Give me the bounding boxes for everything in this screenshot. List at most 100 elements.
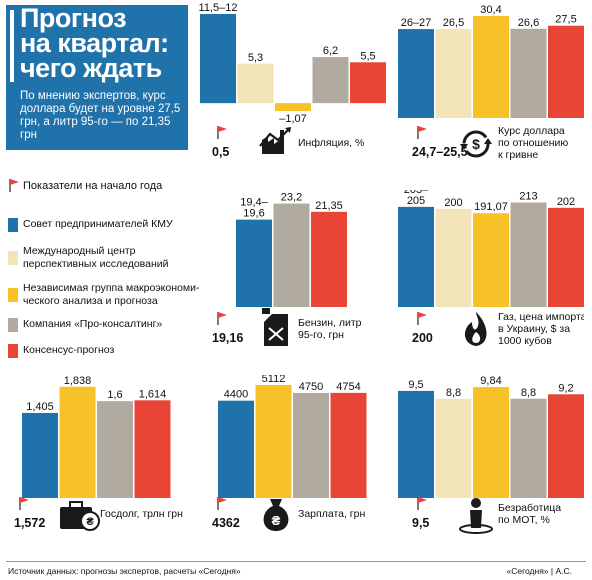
- bar-unemployment-2: [473, 387, 509, 498]
- header-accent-bar: [10, 10, 14, 82]
- legend-label: Консенсус-прогноз: [23, 344, 115, 356]
- legend-label: Независимая группа макроэкономи- ческого…: [23, 282, 200, 307]
- bar-value-label: 4750: [299, 381, 323, 393]
- chart-svg: 4400 5112 4750 4754 4362 ₴ Зарплата, грн: [212, 373, 367, 531]
- bar-usd-0: [398, 29, 434, 119]
- bar-value-label: 202: [557, 196, 575, 208]
- chart-inflation: 11,5–12 5,3 –1,07 6,2 5,5 0,5 Инфляция, %: [198, 0, 388, 192]
- legend-swatch: [8, 318, 18, 332]
- source-note: Источник данных: прогнозы экспертов, рас…: [8, 566, 241, 576]
- chart-title: Безработица по МОТ, %: [498, 502, 561, 526]
- baseline-value: 24,7–25,5: [412, 145, 468, 159]
- chart-svg: 203–205 200 191,07 213 202 200 Газ, цена импор…: [398, 184, 587, 347]
- bar-value-label: 5,5: [360, 50, 375, 62]
- bar-debt-2: [97, 401, 133, 498]
- briefcase-icon: ₴: [60, 501, 100, 531]
- baseline-value: 4362: [212, 516, 240, 530]
- bar-value-label: 8,8: [446, 387, 461, 399]
- bar-value-label: 9,84: [480, 375, 501, 387]
- bar-value-label: 4754: [336, 381, 360, 393]
- chart-svg: 19,4– 19,6 23,2 21,35 19,16 Бензин, литр 95-го…: [212, 192, 362, 346]
- bar-value-label: 1,614: [139, 388, 167, 400]
- chart-svg: 9,5 8,8 9,84 8,8 9,2 9,5 Безработица по МОТ, %: [398, 375, 584, 534]
- svg-text:₴: ₴: [86, 516, 94, 528]
- factory-icon: [259, 127, 291, 154]
- flag-icon: [417, 312, 427, 325]
- bar-value-label: 26,6: [518, 17, 539, 29]
- bar-petrol-2: [311, 211, 347, 307]
- flag-icon: [19, 497, 29, 510]
- gas-flame-icon: [464, 312, 487, 346]
- bar-value-label: 1,405: [26, 401, 54, 413]
- bar-value-label: 1,6: [107, 389, 122, 401]
- legend-swatch: [8, 251, 18, 265]
- svg-text:$: $: [472, 136, 480, 152]
- fuel-can-icon: [262, 308, 288, 346]
- bar-salary-3: [330, 392, 367, 498]
- bar-usd-1: [435, 29, 472, 119]
- bar-salary-1: [255, 384, 292, 498]
- bar-value-label: 23,2: [281, 192, 302, 204]
- currency-exchange-icon: $: [460, 130, 492, 158]
- header-box: Прогноз на квартал: чего ждать По мнению…: [6, 5, 188, 150]
- chart-title: Инфляция, %: [298, 137, 364, 149]
- flag-icon: [417, 497, 427, 510]
- bar-value-label: 200: [444, 197, 462, 209]
- bar-petrol-1: [273, 203, 310, 307]
- bar-value-label: 1,838: [64, 375, 92, 387]
- flag-icon: [217, 126, 227, 139]
- bar-inflation-2: [275, 103, 311, 112]
- baseline-value: 0,5: [212, 145, 229, 159]
- chart-svg: 26–27 26,5 30,4 26,6 27,5 24,7–25,5 $ Курс долл…: [398, 4, 584, 161]
- bar-value-label: 26–27: [401, 17, 432, 29]
- bar-value-label: 26,5: [443, 17, 464, 29]
- legend-start-label: Показатели на начало года: [23, 180, 163, 192]
- baseline-value: 200: [412, 331, 433, 345]
- bar-value-label: 191,07: [474, 201, 508, 213]
- bar-value-label: 5112: [262, 375, 286, 385]
- page-title: Прогноз на квартал: чего ждать: [20, 3, 169, 83]
- baseline-value: 9,5: [412, 516, 429, 530]
- bar-gas-4: [548, 207, 584, 307]
- bar-value-label: 9,5: [408, 379, 423, 391]
- bar-gas-3: [510, 202, 547, 307]
- bar-value-label: 30,4: [480, 4, 501, 16]
- bar-salary-0: [218, 400, 254, 498]
- legend-label: Международный центр перспективных исслед…: [23, 245, 169, 270]
- bar-gas-2: [473, 213, 509, 307]
- bar-petrol-0: [236, 219, 272, 307]
- legend-label: Совет предпринимателей КМУ: [23, 218, 173, 230]
- bar-debt-3: [134, 400, 171, 498]
- bar-inflation-1: [237, 63, 274, 104]
- baseline-value: 1,572: [14, 516, 45, 530]
- chart-title: Курс доллара по отношению к гривне: [498, 125, 568, 161]
- chart-title: Зарплата, грн: [298, 508, 365, 520]
- chart-salary: 4400 5112 4750 4754 4362 ₴ Зарплата, грн: [198, 373, 388, 563]
- bar-value-label: 6,2: [323, 45, 338, 57]
- chart-svg: 1,405 1,838 1,6 1,614 1,572 ₴ Госдолг, трлн гр…: [14, 375, 183, 531]
- bar-debt-0: [22, 412, 58, 498]
- bar-value-label: 27,5: [555, 14, 576, 26]
- bar-gas-0: [398, 206, 434, 307]
- money-bag-icon: ₴: [263, 499, 289, 531]
- bar-inflation-0: [200, 14, 236, 104]
- bar-value-label: 213: [519, 190, 537, 202]
- bar-value-label: 5,3: [248, 52, 263, 64]
- chart-gas: 203–205 200 191,07 213 202 200 Газ, цена импор…: [398, 184, 587, 378]
- bar-unemployment-0: [398, 390, 434, 498]
- bar-unemployment-4: [548, 394, 584, 498]
- page-subtitle: По мнению экспертов, курс доллара будет …: [20, 90, 181, 141]
- chart-svg: 11,5–12 5,3 –1,07 6,2 5,5 0,5 Инфляция, %: [199, 2, 386, 159]
- bar-gas-1: [435, 208, 472, 307]
- bar-unemployment-3: [510, 398, 547, 498]
- bar-usd-4: [548, 25, 584, 118]
- flag-icon: [217, 497, 227, 510]
- bar-value-label: 11,5–12: [199, 2, 238, 14]
- chart-debt: 1,405 1,838 1,6 1,614 1,572 ₴ Госдолг, трлн гр…: [0, 375, 190, 563]
- bar-unemployment-1: [435, 398, 472, 498]
- baseline-value: 19,16: [212, 331, 243, 345]
- bar-usd-2: [473, 16, 509, 119]
- flag-icon: [217, 312, 227, 325]
- bar-salary-2: [293, 392, 329, 498]
- bar-inflation-3: [312, 57, 349, 104]
